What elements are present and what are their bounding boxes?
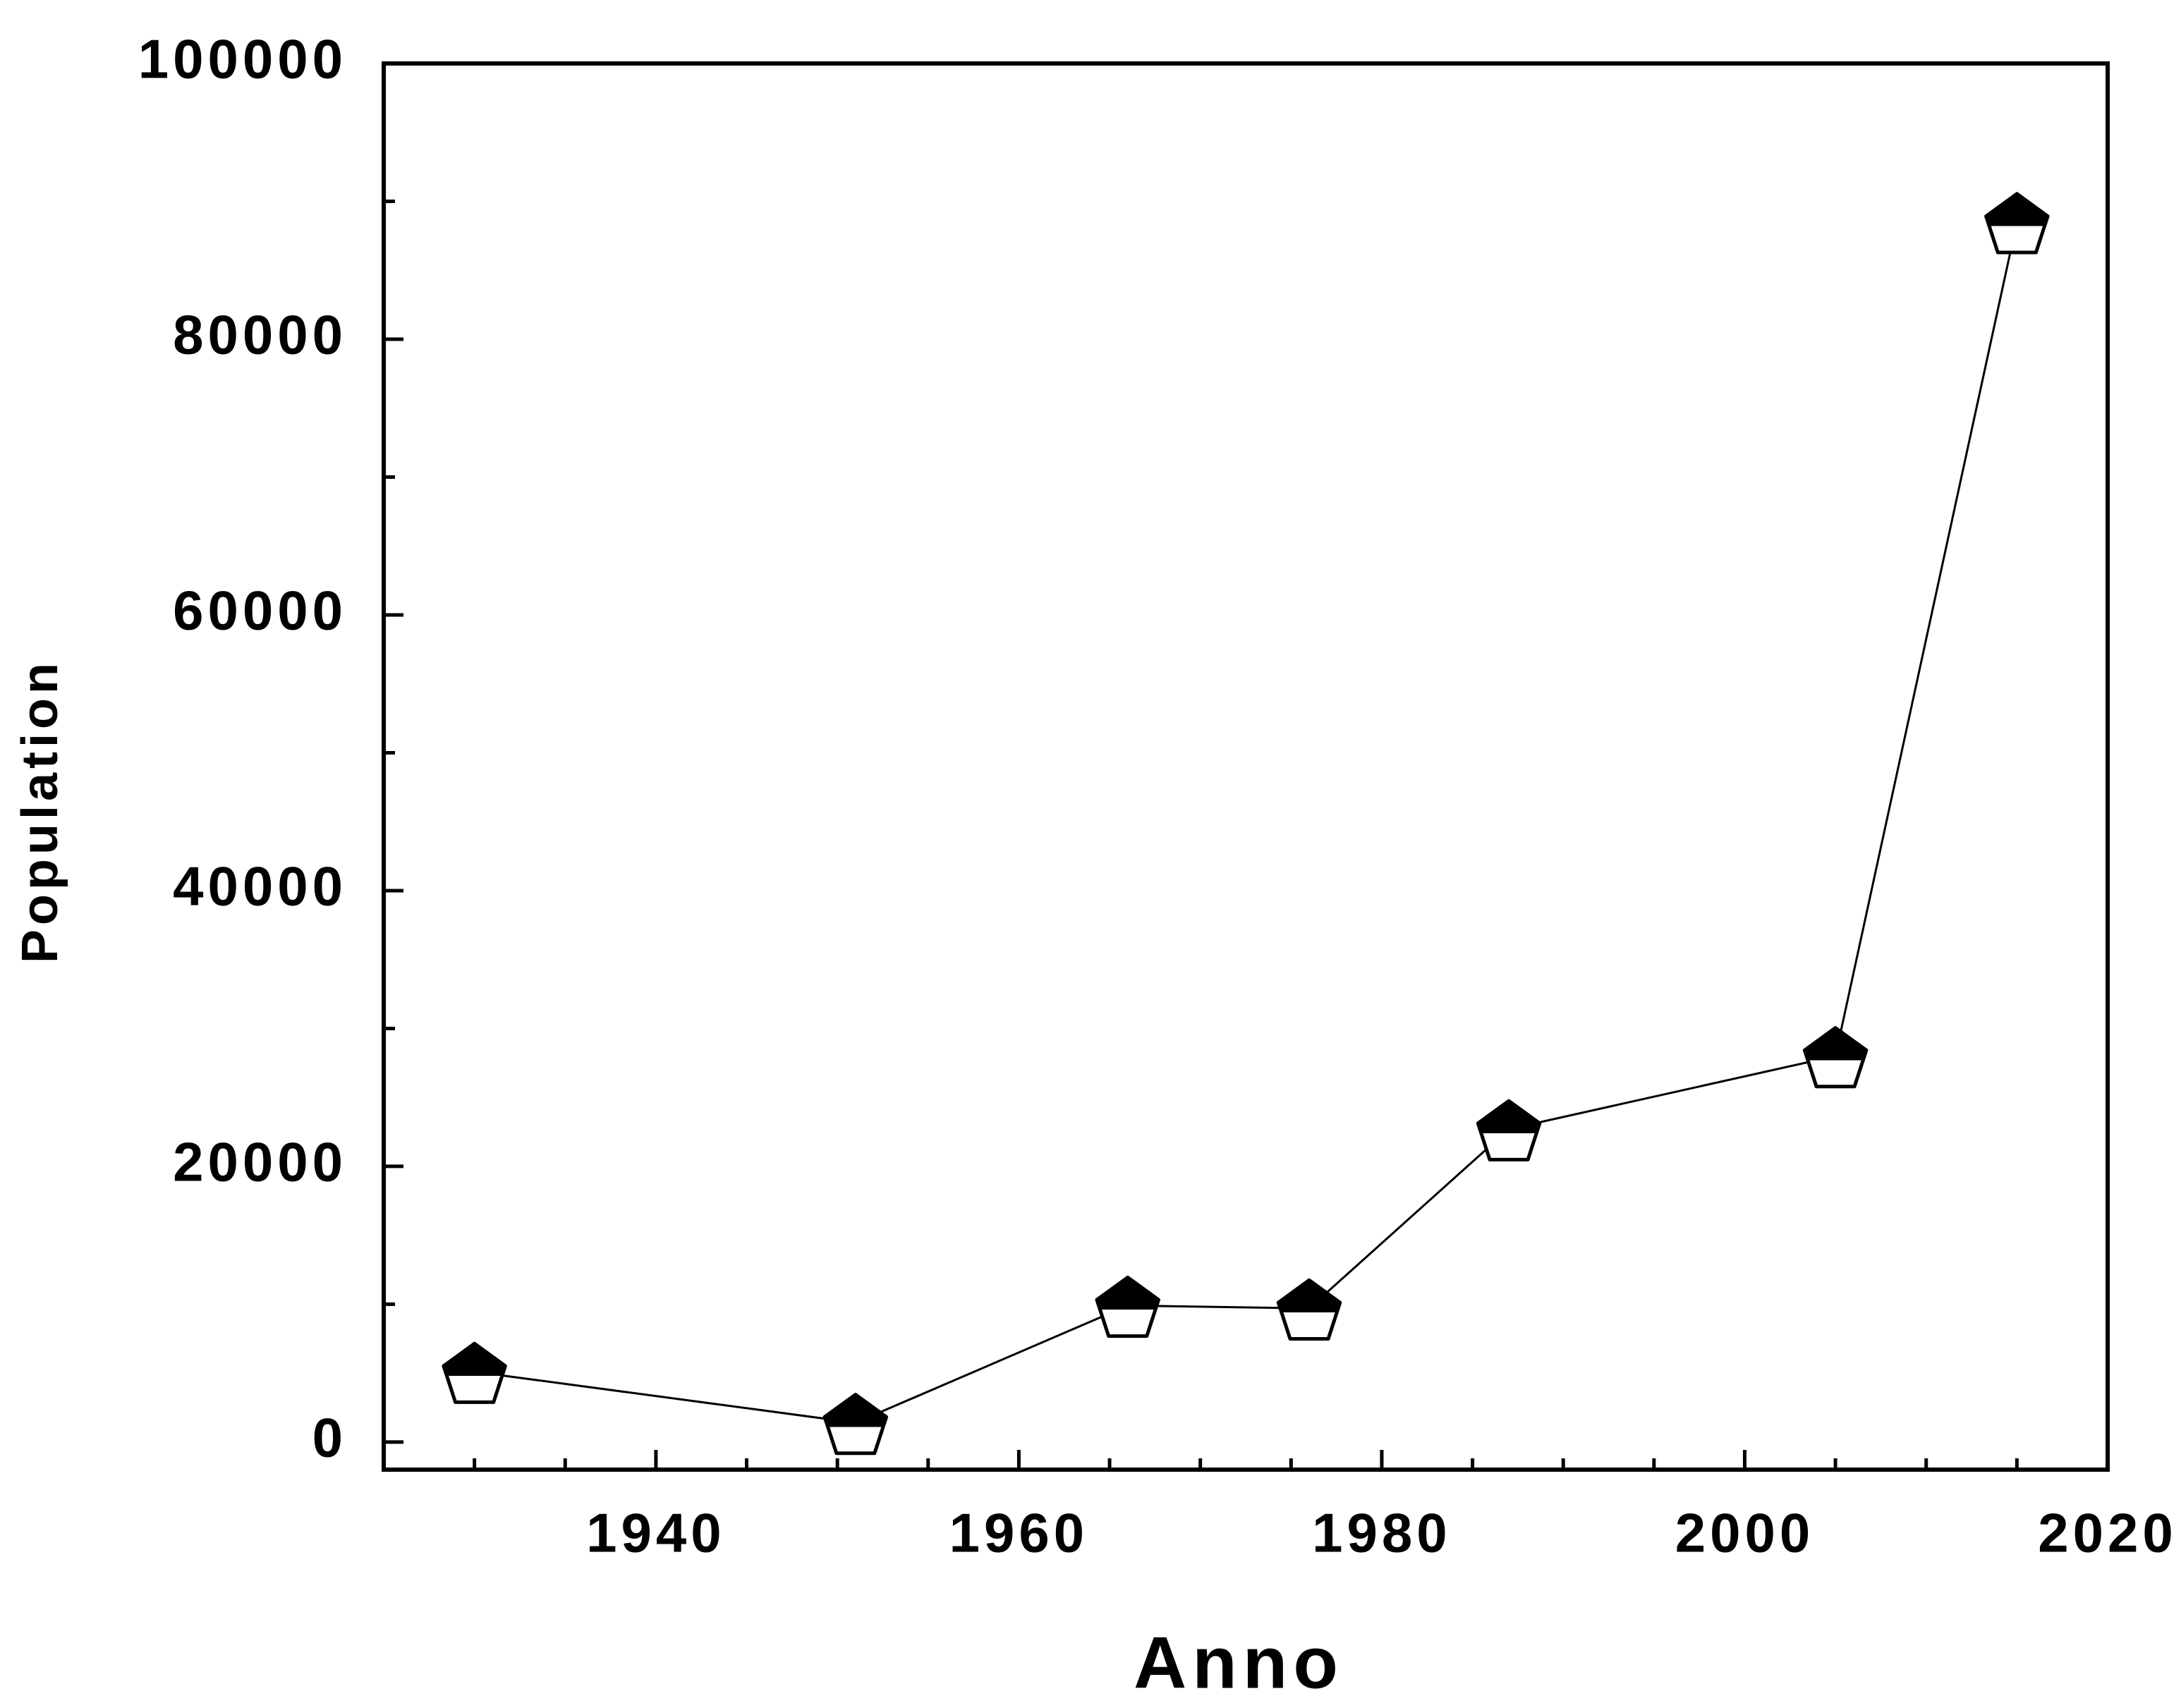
x-tick-label: 1960	[949, 1502, 1089, 1564]
marker	[1984, 192, 2050, 255]
y-tick-label: 60000	[173, 580, 347, 642]
x-tick-label: 1940	[586, 1502, 726, 1564]
x-tick-label: 2000	[1675, 1502, 1815, 1564]
y-tick-label: 40000	[173, 855, 347, 917]
x-tick-label: 2020	[2038, 1502, 2177, 1564]
marker	[1802, 1026, 1869, 1089]
marker	[1095, 1275, 1160, 1338]
y-axis-label: Population	[12, 659, 68, 963]
x-axis-label: Anno	[1134, 1622, 1344, 1704]
marker	[442, 1341, 507, 1404]
marker	[1276, 1278, 1342, 1341]
y-tick-label: 100000	[138, 28, 347, 90]
plot-frame	[382, 61, 2110, 1472]
marker	[822, 1393, 889, 1456]
x-tick-label: 1980	[1312, 1502, 1452, 1564]
marker	[1476, 1099, 1542, 1161]
y-tick-label: 80000	[173, 304, 347, 366]
y-tick-label: 20000	[173, 1131, 347, 1193]
y-tick-label: 0	[312, 1407, 347, 1469]
series-line	[474, 221, 2018, 1425]
